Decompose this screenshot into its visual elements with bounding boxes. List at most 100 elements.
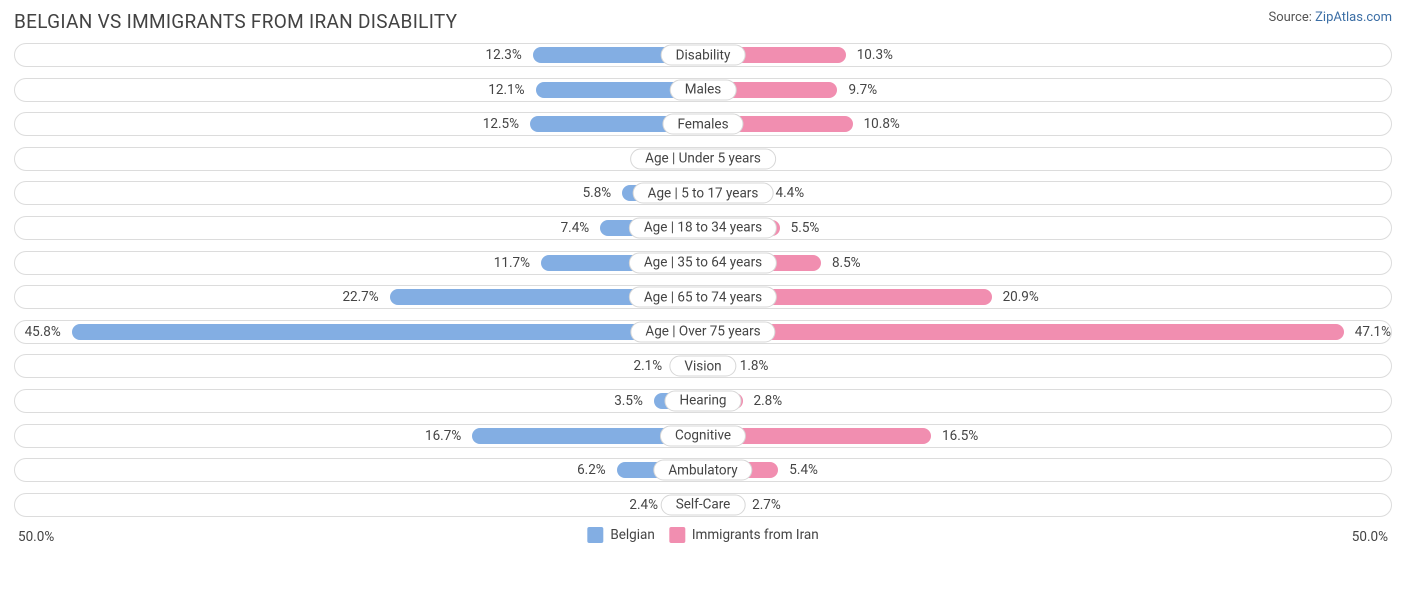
bar-row: 5.8% 4.4%Age | 5 to 17 years	[14, 181, 1392, 205]
bar-right-value: 10.8%	[864, 116, 900, 132]
bar-category-pill: Age | Under 5 years	[630, 148, 776, 169]
legend-item-belgian: Belgian	[587, 527, 655, 543]
bar-left-half: 45.8%	[15, 321, 703, 343]
bar-left-half: 6.2%	[15, 459, 703, 481]
bar-row: 45.8% 47.1% Age | Over 75 years	[14, 320, 1392, 344]
bar-left-half: 11.7%	[15, 252, 703, 274]
legend-label-iran: Immigrants from Iran	[692, 527, 819, 543]
bar-left-value: 11.7%	[494, 255, 530, 271]
bar-right-half: 1.8%	[703, 355, 1391, 377]
bar-row: 12.5% 10.8% Females	[14, 112, 1392, 136]
bar-left-value: 2.4%	[629, 497, 658, 513]
bar-left-value: 45.8%	[25, 324, 61, 340]
source-prefix: Source:	[1268, 10, 1315, 25]
bar-right-half: 5.5%	[703, 217, 1391, 239]
bar-row: 11.7% 8.5% Age | 35 to 64 years	[14, 251, 1392, 275]
bar-right-half: 47.1%	[703, 321, 1391, 343]
bar-left-half: 12.5%	[15, 113, 703, 135]
bar-right-half: 8.5%	[703, 252, 1391, 274]
bar-left-value: 22.7%	[342, 289, 378, 305]
bar-row: 2.4% 2.7% Self-Care	[14, 493, 1392, 517]
bar-row: 12.3% 10.3% Disability	[14, 43, 1392, 67]
bar-left-value: 7.4%	[561, 220, 590, 236]
bar-right-half: 4.4%	[703, 182, 1391, 204]
bar-category-pill: Age | 5 to 17 years	[633, 183, 774, 204]
bar-left-half: 1.4%	[15, 148, 703, 170]
bar-row: 2.1% 1.8%Vision	[14, 354, 1392, 378]
bar-left-half: 3.5%	[15, 390, 703, 412]
bar-right-half: 20.9%	[703, 286, 1391, 308]
axis-left-label: 50.0%	[18, 529, 54, 545]
bar-category-pill: Females	[662, 114, 743, 135]
bar-row: 1.4%1.0%Age | Under 5 years	[14, 147, 1392, 171]
bar-category-pill: Cognitive	[660, 425, 746, 446]
axis-right-label: 50.0%	[1352, 529, 1388, 545]
bar-left-value: 12.1%	[488, 82, 524, 98]
bar-category-pill: Age | Over 75 years	[630, 321, 775, 342]
bar-right-value: 2.7%	[752, 497, 781, 513]
chart-title: BELGIAN VS IMMIGRANTS FROM IRAN DISABILI…	[14, 10, 457, 33]
bar-right-value: 20.9%	[1003, 289, 1039, 305]
bar-left-half: 7.4%	[15, 217, 703, 239]
bar-left-value: 3.5%	[614, 393, 643, 409]
legend-swatch-belgian	[587, 527, 603, 543]
bar-right-value: 4.4%	[776, 185, 805, 201]
bar-left-value: 16.7%	[425, 428, 461, 444]
bar-left-value: 5.8%	[583, 185, 612, 201]
bar-right-value: 8.5%	[832, 255, 861, 271]
bar-category-pill: Males	[670, 79, 737, 100]
bar-row: 3.5% 2.8% Hearing	[14, 389, 1392, 413]
bar-left-value: 12.3%	[486, 47, 522, 63]
bar-category-pill: Self-Care	[661, 494, 746, 515]
bar-left	[72, 324, 702, 340]
legend: Belgian Immigrants from Iran	[587, 527, 818, 543]
bar-category-pill: Vision	[669, 356, 736, 377]
bar-left-half: 22.7%	[15, 286, 703, 308]
bar-left-value: 6.2%	[577, 462, 606, 478]
bar-row: 22.7% 20.9% Age | 65 to 74 years	[14, 285, 1392, 309]
bar-category-pill: Age | 35 to 64 years	[629, 252, 777, 273]
bar-row: 16.7% 16.5% Cognitive	[14, 424, 1392, 448]
bar-right-half: 9.7%	[703, 79, 1391, 101]
chart-footer: 50.0% Belgian Immigrants from Iran 50.0%	[14, 527, 1392, 549]
diverging-bar-chart: 12.3%10.3%Disability12.1%9.7%Males12.5%1…	[14, 43, 1392, 517]
bar-right-value: 47.1%	[1355, 324, 1391, 340]
bar-category-pill: Disability	[661, 45, 746, 66]
bar-right-value: 5.4%	[789, 462, 818, 478]
bar-row: 7.4% 5.5% Age | 18 to 34 years	[14, 216, 1392, 240]
legend-item-iran: Immigrants from Iran	[669, 527, 819, 543]
bar-right-half: 2.8%	[703, 390, 1391, 412]
bar-right-half: 10.8%	[703, 113, 1391, 135]
bar-category-pill: Age | 65 to 74 years	[629, 287, 777, 308]
bar-left-half: 12.1%	[15, 79, 703, 101]
bar-right-value: 5.5%	[791, 220, 820, 236]
bar-right-value: 9.7%	[848, 82, 877, 98]
bar-right-half: 10.3%	[703, 44, 1391, 66]
bar-right-value: 1.8%	[740, 358, 769, 374]
bar-right-value: 10.3%	[857, 47, 893, 63]
chart-source: Source: ZipAtlas.com	[1268, 10, 1392, 25]
bar-left-half: 16.7%	[15, 425, 703, 447]
legend-label-belgian: Belgian	[610, 527, 655, 543]
chart-header: BELGIAN VS IMMIGRANTS FROM IRAN DISABILI…	[14, 10, 1392, 33]
bar-left-half: 12.3%	[15, 44, 703, 66]
bar-right-half: 16.5%	[703, 425, 1391, 447]
legend-swatch-iran	[669, 527, 685, 543]
bar-row: 6.2% 5.4% Ambulatory	[14, 458, 1392, 482]
bar-left-half: 5.8%	[15, 182, 703, 204]
bar-right-value: 16.5%	[942, 428, 978, 444]
bar-row: 12.1% 9.7% Males	[14, 78, 1392, 102]
bar-right-value: 2.8%	[754, 393, 783, 409]
bar-right	[704, 324, 1344, 340]
bar-left-half: 2.4%	[15, 494, 703, 516]
bar-category-pill: Age | 18 to 34 years	[629, 217, 777, 238]
source-link[interactable]: ZipAtlas.com	[1315, 10, 1392, 25]
bar-category-pill: Ambulatory	[653, 460, 752, 481]
bar-left-value: 12.5%	[483, 116, 519, 132]
bar-right-half: 2.7%	[703, 494, 1391, 516]
bar-left-value: 2.1%	[633, 358, 662, 374]
bar-category-pill: Hearing	[664, 390, 741, 411]
bar-left-half: 2.1%	[15, 355, 703, 377]
bar-right-half: 1.0%	[703, 148, 1391, 170]
bar-right-half: 5.4%	[703, 459, 1391, 481]
